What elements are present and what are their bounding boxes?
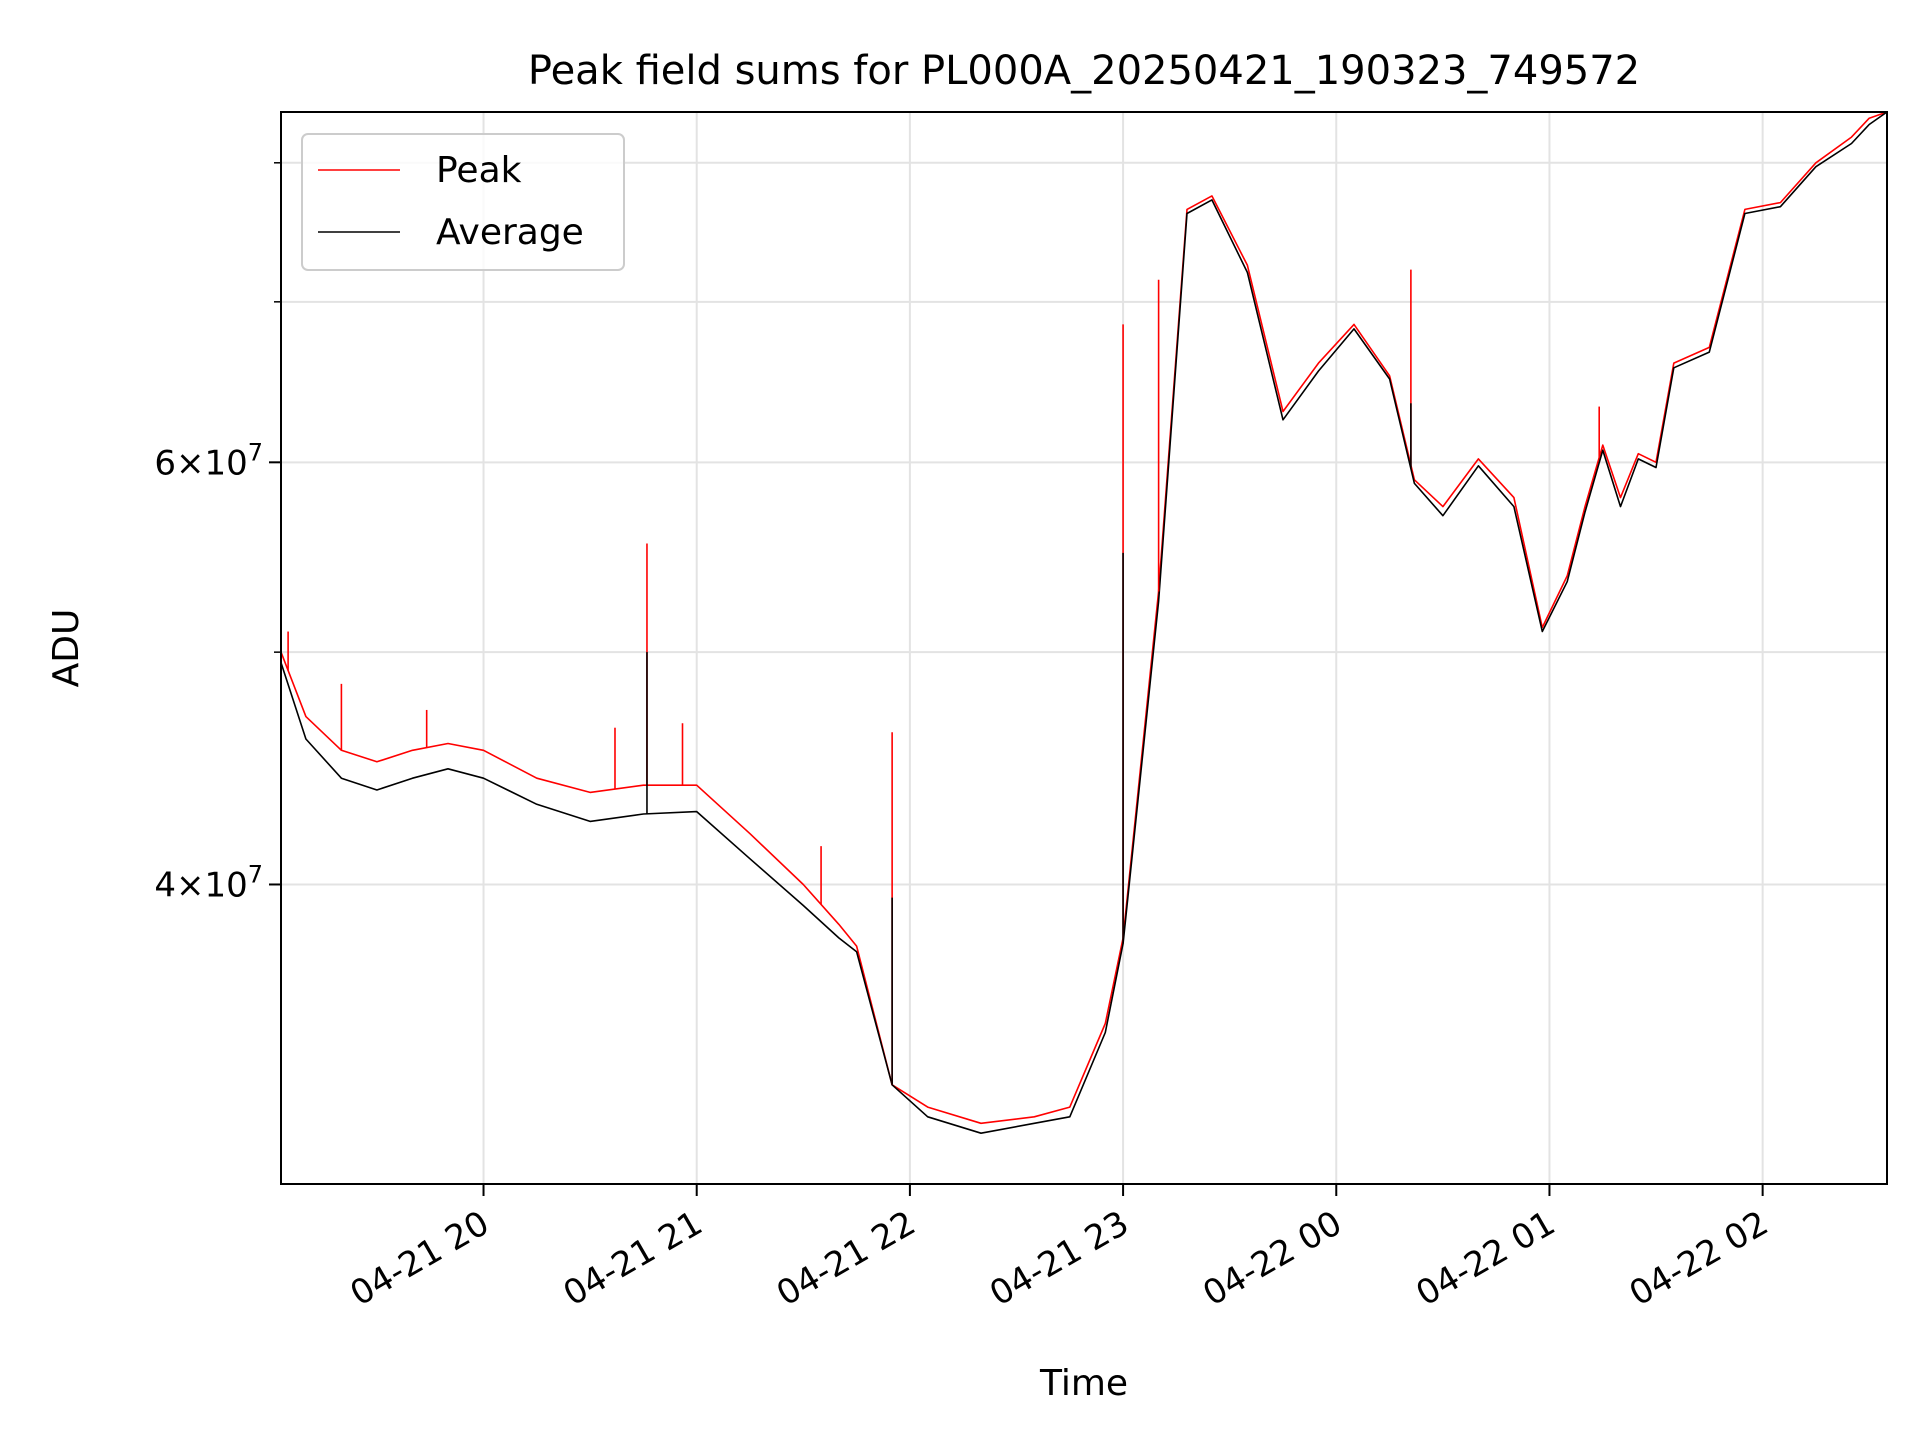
- legend-label-peak: Peak: [436, 150, 522, 191]
- y-tick-label: 6×107: [154, 438, 263, 483]
- y-tick-label: 4×107: [154, 860, 263, 905]
- y-axis-label: ADU: [46, 609, 87, 688]
- legend-label-average: Average: [436, 212, 584, 253]
- x-axis-label: Time: [1039, 1363, 1128, 1404]
- legend-box: [301, 133, 625, 271]
- legend: Peak Average: [301, 133, 625, 271]
- y-axis-ticks: 4×107 6×107: [154, 162, 281, 905]
- chart-title: Peak field sums for PL000A_20250421_1903…: [528, 48, 1640, 94]
- plot-frame: [280, 111, 1888, 1185]
- series-line-peak: [280, 111, 1888, 1125]
- series-line-average: [280, 111, 1888, 1134]
- plot-series: [280, 111, 1888, 1134]
